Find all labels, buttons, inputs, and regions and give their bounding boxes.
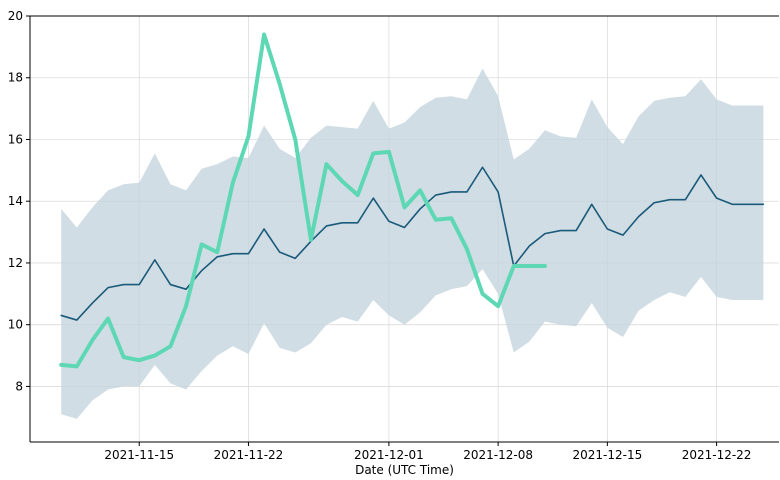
y-tick-label: 8 — [15, 379, 23, 393]
axes-frame — [29, 15, 779, 443]
x-tick-label: 2021-12-01 — [354, 448, 424, 462]
band-area — [61, 68, 764, 419]
y-tick-label: 12 — [8, 256, 23, 270]
x-tick-label: 2021-11-22 — [214, 448, 284, 462]
y-tick-label: 10 — [8, 318, 23, 332]
series-line-1 — [60, 166, 765, 321]
x-tick-label: 2021-12-08 — [463, 448, 533, 462]
x-tick-label: 2021-12-22 — [682, 448, 752, 462]
confidence-band — [61, 68, 764, 419]
y-tick-label: 16 — [8, 132, 23, 146]
x-tick-label: 2021-11-15 — [104, 448, 174, 462]
y-axis-ticks: 8 10 12 14 16 18 20 — [8, 9, 30, 393]
y-tick-label: 14 — [8, 194, 23, 208]
x-axis-ticks: 2021-11-15 2021-11-22 2021-12-01 2021-12-08… — [104, 442, 751, 462]
series-lines — [59, 32, 765, 369]
y-tick-label: 20 — [8, 9, 23, 23]
x-tick-label: 2021-12-15 — [572, 448, 642, 462]
x-axis-label: Date (UTC Time) — [355, 463, 454, 477]
y-tick-label: 18 — [8, 71, 23, 85]
series-line-2 — [59, 32, 547, 369]
